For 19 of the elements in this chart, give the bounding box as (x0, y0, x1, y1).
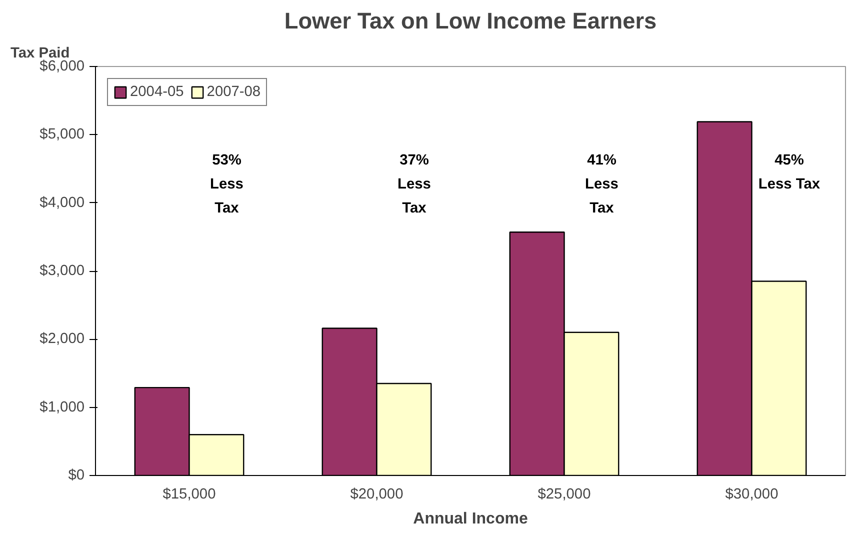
x-tick-label: $25,000 (538, 486, 591, 502)
y-tick-label: $6,000 (40, 58, 84, 74)
y-tick-label: $0 (68, 468, 85, 484)
y-tick-label: $4,000 (40, 194, 84, 211)
y-tick-label: $5,000 (40, 126, 84, 143)
annotation: 53% Less Tax (210, 152, 244, 216)
annotation: 45% Less Tax (758, 152, 821, 192)
legend-label: 2007-08 (206, 84, 261, 100)
annotation: 41% Less Tax (585, 152, 618, 216)
chart-title: Lower Tax on Low Income Earners (284, 8, 657, 34)
y-tick-label: $3,000 (40, 263, 84, 279)
x-tick-label: $30,000 (725, 486, 778, 502)
annotation: 37% Less Tax (398, 152, 431, 216)
x-tick-label: $20,000 (350, 486, 404, 502)
x-axis-title: Annual Income (413, 510, 528, 528)
legend-label: 2004-05 (130, 84, 184, 100)
x-tick-label: $15,000 (162, 486, 216, 502)
y-tick-label: $1,000 (40, 399, 84, 416)
y-tick-label: $2,000 (40, 331, 84, 348)
